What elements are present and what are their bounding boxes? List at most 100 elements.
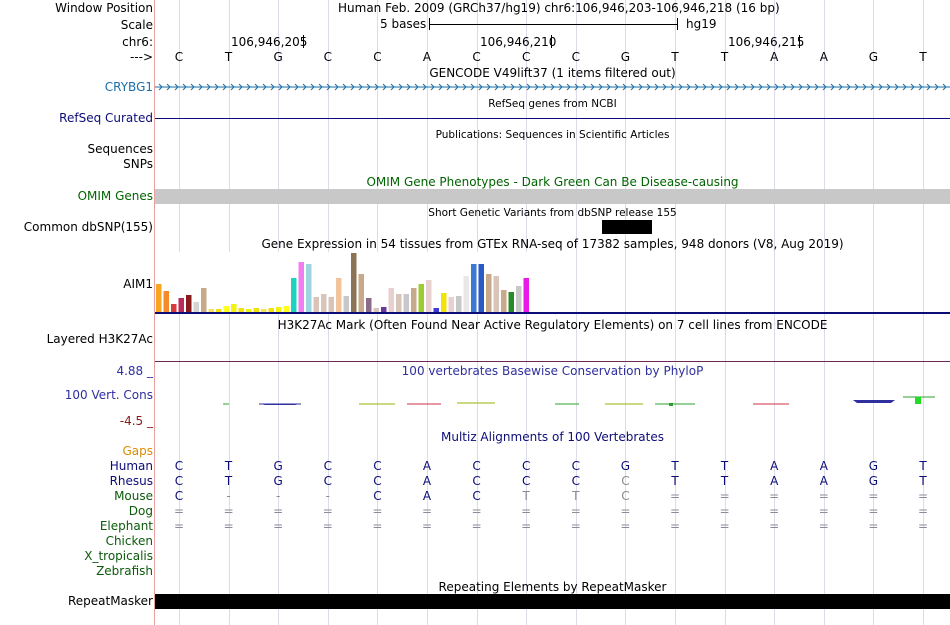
species-label[interactable]: Mouse (114, 489, 153, 503)
base-letter[interactable]: C (571, 50, 580, 64)
strand-chevron (334, 83, 339, 91)
strand-chevron (902, 83, 907, 91)
phylop-track-label[interactable]: 100 Vert. Cons (64, 388, 153, 402)
base-letter[interactable]: T (720, 50, 729, 64)
gtex-tissue-bar (321, 294, 327, 312)
alignment-base: G (273, 459, 283, 473)
base-letter[interactable]: C (521, 50, 531, 64)
strand-chevron (430, 83, 435, 91)
window-position-value[interactable]: Human Feb. 2009 (GRCh37/hg19) chr6:106,9… (338, 1, 780, 15)
alignment-base: = (818, 504, 829, 518)
strand-chevron (766, 83, 771, 91)
common-dbsnp-label[interactable]: Common dbSNP(155) (23, 220, 153, 234)
base-letter[interactable]: T (671, 50, 679, 64)
species-label[interactable]: Dog (128, 504, 153, 518)
publications-sequences-label[interactable]: Sequences (87, 142, 153, 156)
gtex-tissue-bar (163, 291, 169, 312)
alignment-base: = (769, 504, 780, 518)
strand-chevron (630, 83, 635, 91)
strand-chevron (190, 83, 195, 91)
base-letter[interactable]: A (770, 50, 779, 64)
gencode-gene-label[interactable]: CRYBG1 (104, 80, 153, 94)
alignment-base: = (917, 489, 929, 503)
base-letter[interactable]: A (819, 50, 828, 64)
base-letter[interactable]: G (868, 50, 879, 64)
species-label[interactable]: Chicken (105, 534, 153, 548)
gtex-tissue-bar (373, 308, 379, 312)
strand-chevron (870, 83, 875, 91)
dbsnp-variant[interactable] (602, 220, 652, 234)
h3k27ac-track-title[interactable]: H3K27Ac Mark (Often Found Near Active Re… (277, 318, 828, 332)
base-letter[interactable]: C (472, 50, 481, 64)
phylop-track-title[interactable]: 100 vertebrates Basewise Conservation by… (401, 364, 704, 378)
omim-genes-label[interactable]: OMIM Genes (77, 189, 153, 203)
strand-chevron (198, 83, 203, 91)
alignment-base: = (917, 519, 929, 533)
ruler-tick-2 (551, 35, 552, 48)
alignment-base: = (521, 519, 532, 533)
dbsnp-track-title[interactable]: Short Genetic Variants from dbSNP releas… (428, 207, 677, 219)
alignment-base: = (818, 489, 829, 503)
base-letter[interactable]: C (373, 50, 382, 64)
alignment-base: = (669, 519, 681, 533)
publications-track-title[interactable]: Publications: Sequences in Scientific Ar… (435, 129, 670, 141)
refseq-curated-label[interactable]: RefSeq Curated (59, 111, 153, 125)
gtex-tissue-bar (411, 288, 417, 312)
alignment-base: = (917, 504, 929, 518)
alignment-base: T (671, 474, 679, 488)
refseq-track-title[interactable]: RefSeq genes from NCBI (488, 98, 617, 110)
base-letter[interactable]: T (224, 50, 233, 64)
gtex-tissue-bar (283, 306, 289, 312)
repeatmasker-element[interactable] (155, 594, 950, 609)
refseq-gene-line[interactable] (155, 118, 950, 119)
strand-chevron (558, 83, 563, 91)
ruler-position-2: 106,946,210 (480, 35, 557, 49)
gtex-expression-chart[interactable] (155, 252, 535, 314)
gtex-track-title[interactable]: Gene Expression in 54 tissues from GTEx … (261, 237, 844, 251)
gencode-gene-feature[interactable] (155, 80, 950, 94)
chrom-label: chr6: (122, 35, 153, 49)
base-letter[interactable]: A (422, 50, 432, 64)
base-letter[interactable]: C (323, 50, 332, 64)
alignment-base: G (868, 459, 879, 473)
strand-chevron (350, 83, 355, 91)
strand-chevron (638, 83, 643, 91)
species-label[interactable]: X_tropicalis (84, 549, 153, 563)
ruler-position-3: 106,946,215 (728, 35, 805, 49)
species-label[interactable]: Human (109, 459, 153, 473)
repeatmasker-track-title[interactable]: Repeating Elements by RepeatMasker (438, 580, 667, 594)
repeatmasker-label[interactable]: RepeatMasker (67, 594, 153, 608)
alignment-base: = (669, 489, 681, 503)
strand-chevron (838, 83, 843, 91)
species-label[interactable]: Elephant (99, 519, 153, 533)
base-letter[interactable]: C (174, 50, 184, 64)
alignment-base: T (224, 474, 233, 488)
alignment-base: C (472, 474, 481, 488)
strand-chevron (878, 83, 883, 91)
multiz-track-title[interactable]: Multiz Alignments of 100 Vertebrates (440, 430, 665, 444)
omim-track-title[interactable]: OMIM Gene Phenotypes - Dark Green Can Be… (366, 175, 739, 189)
alignment-base: A (770, 474, 779, 488)
gtex-tissue-bar (471, 264, 477, 312)
gtex-tissue-bar (351, 253, 357, 312)
gtex-gene-label[interactable]: AIM1 (123, 277, 153, 291)
phylop-signal[interactable] (155, 392, 950, 406)
species-label[interactable]: Zebrafish (96, 564, 153, 578)
strand-chevron (534, 83, 539, 91)
strand-chevron (454, 83, 459, 91)
species-label[interactable]: Rhesus (109, 474, 153, 488)
gaps-label[interactable]: Gaps (122, 444, 153, 458)
gtex-tissue-bar (456, 296, 462, 312)
gtex-tissue-bar (343, 296, 349, 312)
strand-chevron (158, 83, 163, 91)
strand-chevron (686, 83, 691, 91)
omim-gene-bar[interactable] (155, 189, 950, 204)
base-letter[interactable]: G (620, 50, 631, 64)
base-letter[interactable]: T (919, 50, 927, 64)
base-letter[interactable]: G (273, 50, 283, 64)
gencode-track-title[interactable]: GENCODE V49lift37 (1 items filtered out) (429, 66, 676, 80)
layered-h3k27ac-label[interactable]: Layered H3K27Ac (46, 332, 153, 346)
strand-label: ---> (129, 50, 153, 64)
strand-chevron (294, 83, 299, 91)
publications-snps-label[interactable]: SNPs (123, 157, 153, 171)
